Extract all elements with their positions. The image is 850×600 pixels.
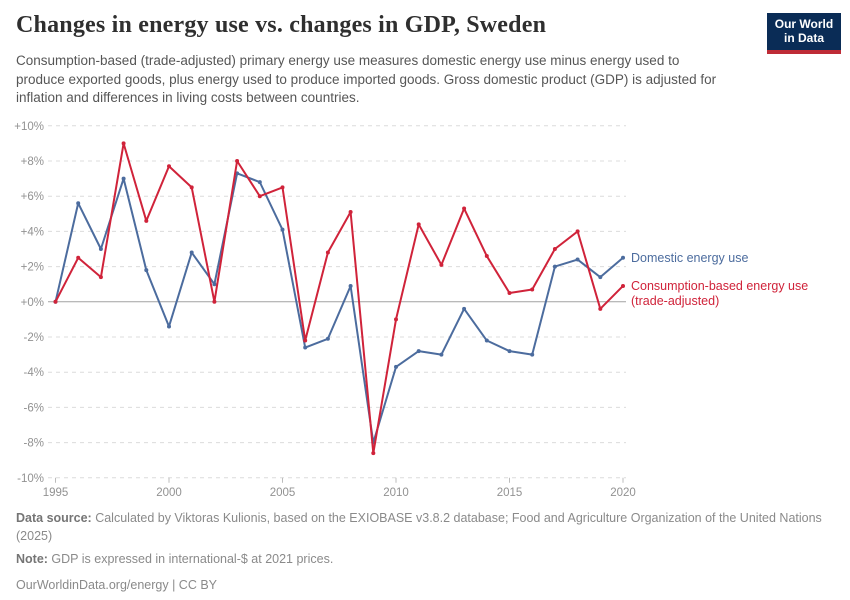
- data-point-marker[interactable]: [598, 275, 603, 280]
- data-point-marker[interactable]: [257, 180, 262, 185]
- legend-consumption-based[interactable]: Consumption-based energy use (trade-adju…: [631, 279, 809, 308]
- note-line: Note: GDP is expressed in international-…: [16, 550, 836, 568]
- data-point-marker[interactable]: [98, 247, 103, 251]
- data-point-marker[interactable]: [53, 299, 58, 304]
- y-axis-label: +4%: [21, 226, 44, 238]
- legend-domestic-energy-use[interactable]: Domestic energy use: [631, 251, 749, 265]
- y-axis-label: -10%: [17, 473, 44, 485]
- x-axis-label: 2005: [270, 487, 296, 499]
- data-point-marker[interactable]: [371, 451, 376, 456]
- y-axis-label: -8%: [24, 438, 44, 450]
- data-point-marker[interactable]: [484, 338, 489, 343]
- data-point-marker[interactable]: [462, 206, 467, 211]
- data-point-marker[interactable]: [348, 283, 353, 288]
- license-line[interactable]: OurWorldinData.org/energy | CC BY: [16, 578, 218, 593]
- x-axis-label: 2010: [383, 487, 409, 499]
- owid-logo[interactable]: Our World in Data: [767, 13, 841, 54]
- data-point-marker[interactable]: [416, 222, 421, 227]
- y-axis-label: +8%: [21, 156, 44, 168]
- data-point-marker[interactable]: [530, 287, 535, 292]
- data-point-marker[interactable]: [507, 349, 512, 354]
- data-point-marker[interactable]: [303, 345, 308, 350]
- data-point-marker[interactable]: [575, 229, 580, 234]
- data-point-marker[interactable]: [257, 194, 262, 199]
- data-source-text: Calculated by Viktoras Kulionis, based o…: [16, 511, 822, 544]
- data-point-marker[interactable]: [189, 185, 194, 190]
- data-point-marker[interactable]: [325, 336, 330, 341]
- line-consumption-based-energy-use[interactable]: [54, 142, 624, 455]
- data-point-marker[interactable]: [575, 257, 580, 262]
- data-point-marker[interactable]: [144, 218, 149, 223]
- y-axis-label: +0%: [21, 297, 44, 309]
- note-text: GDP is expressed in international-$ at 2…: [47, 552, 334, 567]
- data-point-marker[interactable]: [121, 176, 126, 181]
- data-point-marker[interactable]: [167, 324, 171, 329]
- page-title: Changes in energy use vs. changes in GDP…: [16, 12, 547, 38]
- data-point-marker[interactable]: [280, 227, 285, 232]
- data-point-marker[interactable]: [484, 254, 489, 259]
- data-point-marker[interactable]: [189, 250, 194, 255]
- data-point-marker[interactable]: [439, 262, 444, 267]
- data-point-marker[interactable]: [76, 255, 81, 260]
- y-axis-label: +2%: [21, 262, 44, 274]
- data-point-marker[interactable]: [530, 352, 535, 357]
- data-point-marker[interactable]: [552, 247, 557, 251]
- x-axis-label: 2015: [497, 487, 523, 499]
- data-point-marker[interactable]: [98, 275, 103, 280]
- owid-logo-line2: in Data: [783, 30, 824, 45]
- y-axis-label: -2%: [24, 332, 44, 344]
- chart-subtitle: Consumption-based (trade-adjusted) prima…: [16, 53, 717, 106]
- x-axis-label: 2020: [610, 487, 636, 499]
- note-label: Note:: [16, 552, 48, 567]
- data-point-marker[interactable]: [212, 282, 217, 287]
- data-point-marker[interactable]: [621, 283, 625, 288]
- data-point-marker[interactable]: [394, 364, 398, 369]
- data-point-marker[interactable]: [76, 201, 81, 206]
- data-point-marker[interactable]: [462, 306, 467, 311]
- data-source-line: Data source: Calculated by Viktoras Kuli…: [16, 509, 836, 545]
- data-point-marker[interactable]: [621, 255, 625, 260]
- data-point-marker[interactable]: [212, 299, 217, 304]
- y-axis-label: +10%: [14, 121, 44, 133]
- y-axis-label: -6%: [24, 402, 44, 414]
- x-axis-label: 1995: [43, 487, 69, 499]
- line-domestic-energy-use[interactable]: [54, 172, 624, 444]
- data-point-marker[interactable]: [507, 291, 512, 295]
- data-point-marker[interactable]: [394, 317, 398, 322]
- data-point-marker[interactable]: [416, 349, 421, 354]
- data-point-marker[interactable]: [235, 159, 240, 163]
- chart-footer: Data source: Calculated by Viktoras Kuli…: [16, 509, 836, 595]
- data-point-marker[interactable]: [167, 164, 171, 169]
- x-axis-label: 2000: [156, 487, 182, 499]
- data-point-marker[interactable]: [144, 268, 149, 273]
- y-axis-label: +6%: [21, 191, 44, 203]
- data-point-marker[interactable]: [439, 352, 444, 357]
- y-axis-label: -4%: [24, 367, 44, 379]
- data-point-marker[interactable]: [303, 338, 308, 343]
- owid-logo-line1: Our World: [774, 17, 834, 31]
- data-point-marker[interactable]: [552, 264, 557, 269]
- data-point-marker[interactable]: [280, 185, 285, 190]
- data-source-label: Data source:: [16, 511, 92, 525]
- data-point-marker[interactable]: [121, 141, 126, 146]
- data-point-marker[interactable]: [325, 250, 330, 255]
- data-point-marker[interactable]: [598, 306, 603, 311]
- data-point-marker[interactable]: [348, 210, 353, 215]
